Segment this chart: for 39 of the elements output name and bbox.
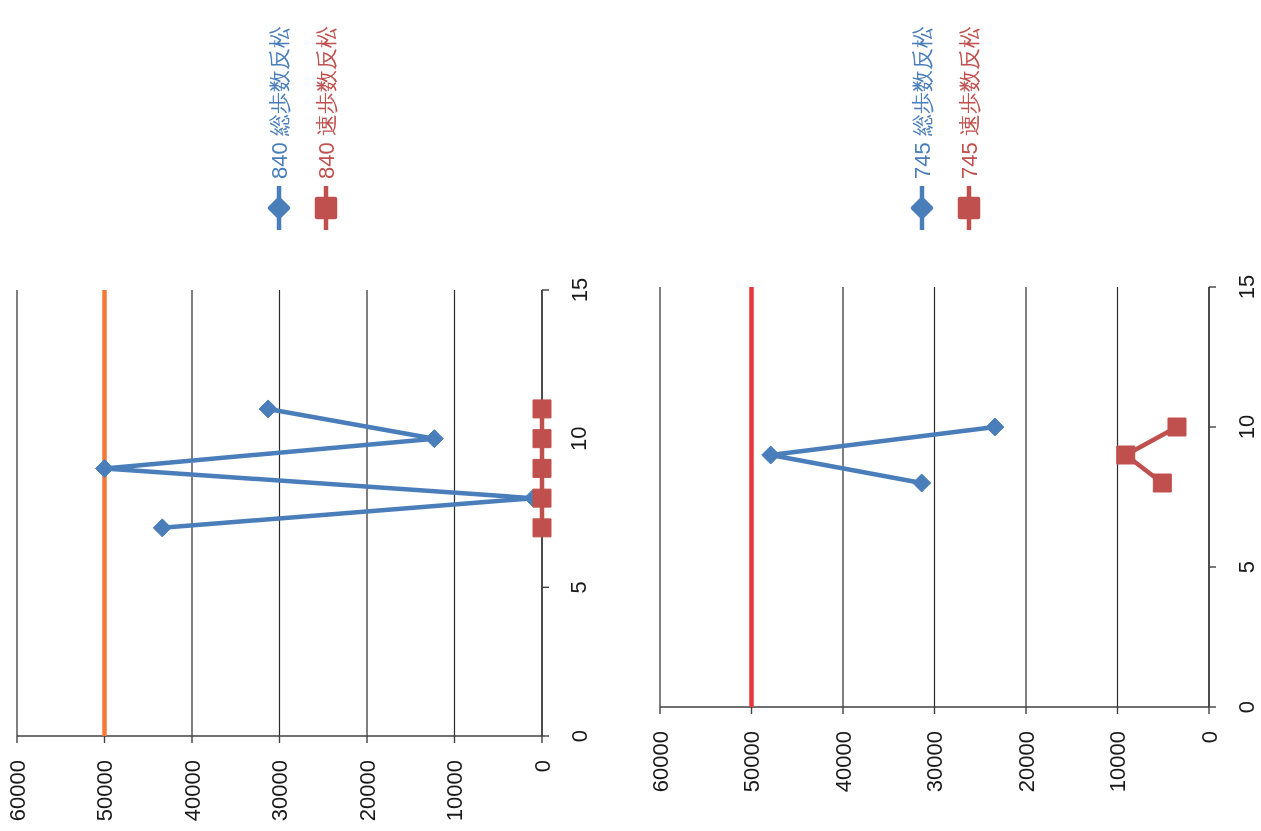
x-tick-label: 20000	[354, 760, 380, 822]
x-tick-label: 60000	[647, 731, 673, 793]
text: 840 速歩数反松	[313, 26, 339, 179]
y-tick-label: 0	[1233, 700, 1259, 714]
x-tick-label: 50000	[92, 760, 117, 822]
point	[1152, 473, 1172, 493]
point	[532, 518, 552, 538]
y-tick-label: 5	[1233, 560, 1259, 574]
point	[95, 458, 114, 478]
x-tick-label: 50000	[739, 731, 764, 793]
y-tick-label: 10	[566, 426, 592, 451]
point	[152, 518, 172, 538]
x-tick-label: 0	[529, 760, 555, 773]
text: 745 総歩数反松	[909, 26, 935, 179]
point	[258, 399, 278, 419]
point	[532, 399, 552, 419]
point	[912, 473, 932, 493]
x-tick-label: 10000	[442, 760, 467, 822]
point	[532, 458, 552, 478]
x-tick-label: 30000	[267, 760, 292, 822]
text: 745 速歩数反松	[956, 26, 982, 179]
text: 840 総歩数反松	[266, 26, 292, 179]
x-tick-label: 20000	[1013, 731, 1039, 793]
x-tick-label: 60000	[4, 760, 30, 822]
point	[532, 429, 552, 449]
x-tick-label: 40000	[179, 760, 205, 822]
x-tick-label: 10000	[1105, 731, 1130, 793]
x-tick-label: 30000	[922, 731, 947, 793]
point	[1116, 445, 1136, 465]
y-tick-label: 5	[566, 581, 592, 594]
point	[985, 417, 1005, 437]
y-tick-label: 10	[1233, 414, 1259, 440]
y-tick-label: 15	[1233, 274, 1259, 300]
point	[532, 488, 552, 508]
point	[424, 429, 444, 449]
point	[1167, 417, 1187, 437]
y-tick-label: 15	[566, 277, 592, 303]
x-tick-label: 0	[1196, 731, 1222, 744]
x-tick-label: 40000	[830, 731, 856, 793]
